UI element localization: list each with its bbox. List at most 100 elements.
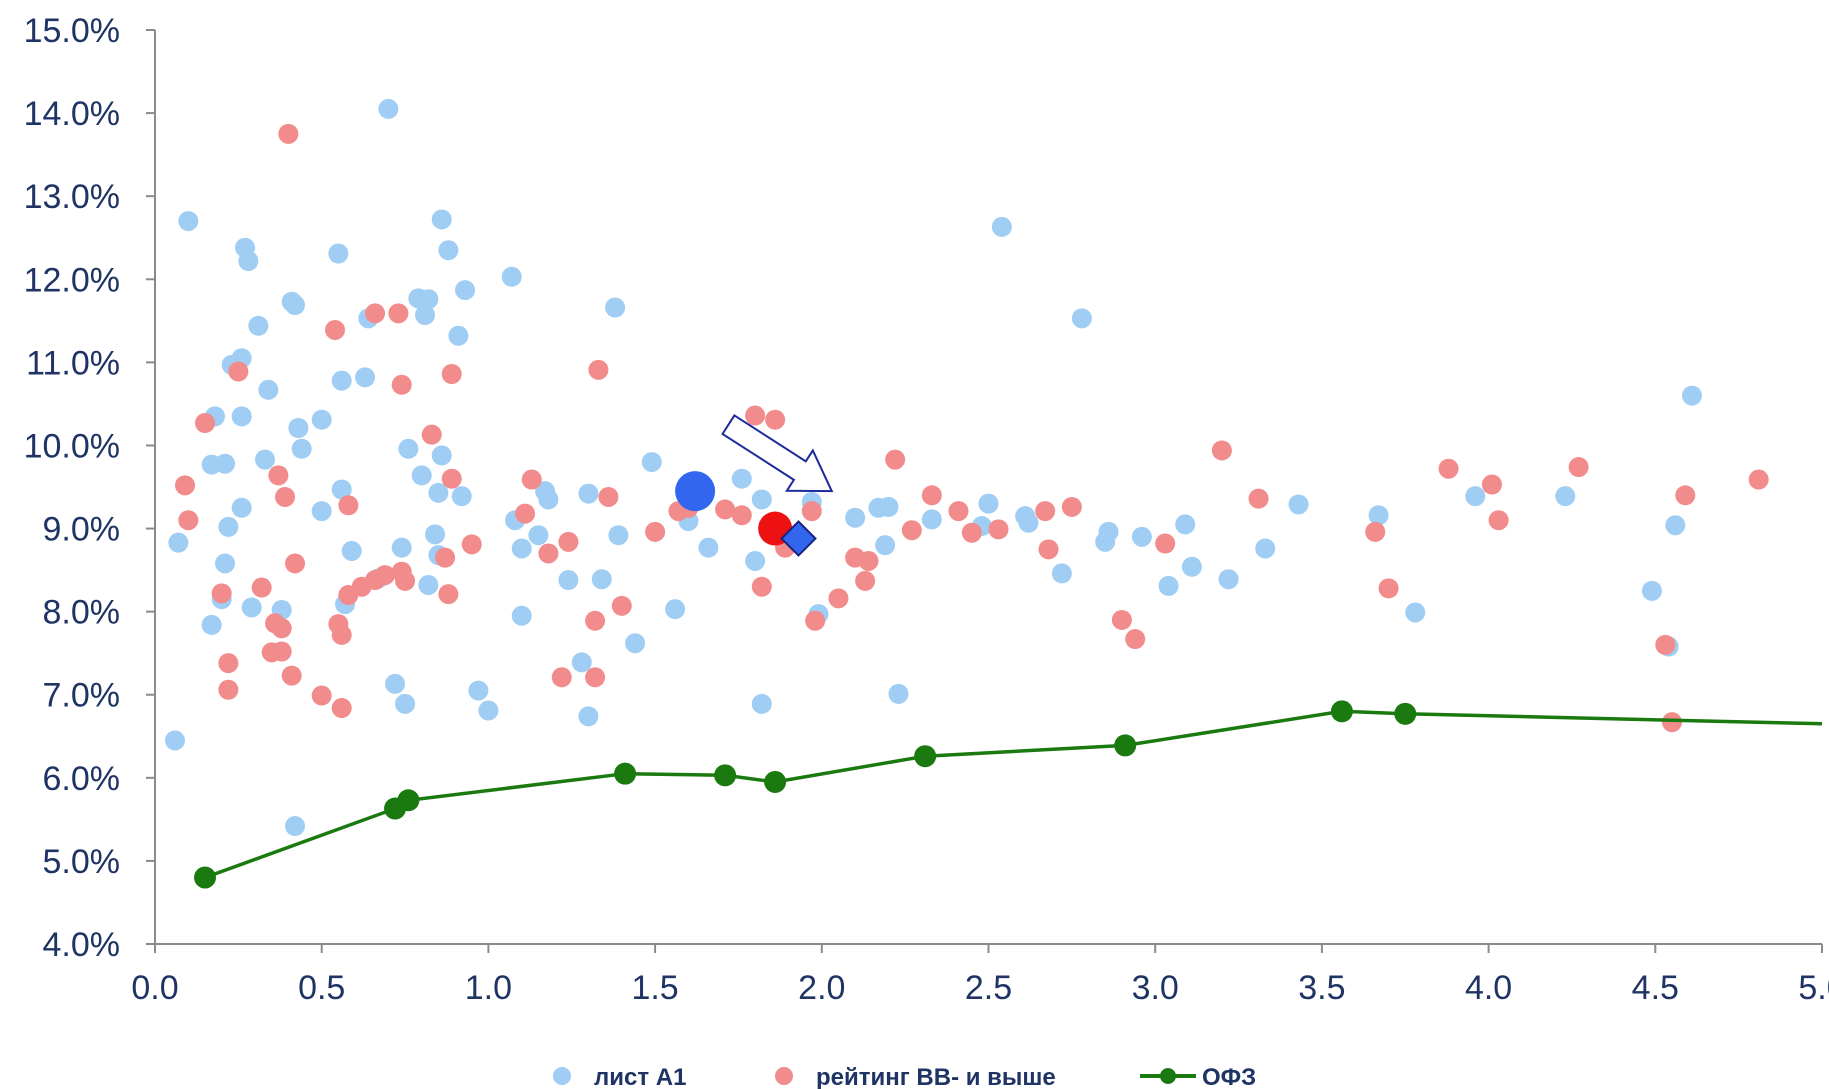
point-rating-bb — [325, 319, 346, 340]
point-list-a1 — [608, 525, 629, 546]
point-list-a1 — [875, 535, 896, 556]
point-rating-bb — [1125, 629, 1146, 650]
point-list-a1 — [625, 633, 646, 654]
point-list-a1 — [538, 489, 559, 510]
point-rating-bb — [885, 449, 906, 470]
point-list-a1 — [731, 468, 752, 489]
point-list-a1 — [478, 700, 499, 721]
arrow-annotation — [721, 414, 834, 493]
point-ofz — [764, 770, 787, 793]
point-list-a1 — [511, 605, 532, 626]
point-list-a1 — [418, 575, 439, 596]
point-list-a1 — [378, 98, 399, 119]
point-rating-bb — [1378, 578, 1399, 599]
point-list-a1 — [921, 509, 942, 530]
point-rating-bb — [388, 303, 409, 324]
point-list-a1 — [1368, 505, 1389, 526]
point-list-a1 — [391, 537, 412, 558]
point-list-a1 — [528, 525, 549, 546]
point-rating-bb — [731, 505, 752, 526]
point-list-a1 — [641, 452, 662, 473]
point-list-a1 — [1018, 512, 1039, 533]
point-list-a1 — [605, 297, 626, 318]
point-list-a1 — [218, 516, 239, 537]
point-rating-bb — [395, 570, 416, 591]
legend-marker-ofz — [1160, 1068, 1176, 1084]
point-rating-bb — [538, 543, 559, 564]
x-tick-label: 1.5 — [631, 969, 678, 1007]
point-ofz — [1394, 702, 1417, 725]
point-list-a1 — [431, 209, 452, 230]
point-rating-bb — [175, 475, 196, 496]
point-list-a1 — [201, 614, 222, 635]
point-rating-bb — [1488, 510, 1509, 531]
point-list-a1 — [1218, 569, 1239, 590]
point-list-a1 — [215, 453, 236, 474]
point-list-a1 — [751, 489, 772, 510]
point-rating-bb — [855, 570, 876, 591]
point-list-a1 — [1071, 308, 1092, 329]
point-list-a1 — [745, 550, 766, 571]
point-rating-bb — [765, 409, 786, 430]
point-list-a1 — [395, 693, 416, 714]
y-tick-label: 14.0% — [24, 95, 120, 133]
point-ofz — [714, 764, 737, 787]
point-rating-bb — [1655, 634, 1676, 655]
x-tick-label: 3.0 — [1132, 969, 1179, 1007]
point-rating-bb — [805, 610, 826, 631]
point-rating-bb — [1568, 457, 1589, 478]
series-list-a1 — [165, 98, 1702, 837]
x-tick-label: 2.0 — [798, 969, 845, 1007]
point-list-a1 — [1175, 514, 1196, 535]
point-rating-bb — [251, 577, 272, 598]
point-ofz — [397, 789, 420, 812]
point-rating-bb — [598, 486, 619, 507]
arrow-shape — [721, 414, 834, 493]
point-list-a1 — [255, 449, 276, 470]
point-rating-bb — [338, 495, 359, 516]
point-list-a1 — [431, 445, 452, 466]
y-tick-label: 6.0% — [43, 760, 121, 798]
point-list-a1 — [385, 673, 406, 694]
point-rating-bb — [901, 520, 922, 541]
legend: лист А1 рейтинг ВВ- и выше ОФЗ — [553, 1064, 1256, 1089]
point-rating-bb — [271, 618, 292, 639]
point-list-a1 — [751, 693, 772, 714]
point-list-a1 — [1098, 521, 1119, 542]
point-list-a1 — [878, 496, 899, 517]
point-list-a1 — [578, 483, 599, 504]
x-tick-label: 3.5 — [1298, 969, 1345, 1007]
point-list-a1 — [455, 280, 476, 301]
point-list-a1 — [978, 493, 999, 514]
highlight-circle — [675, 471, 716, 512]
x-tick-label: 4.5 — [1632, 969, 1679, 1007]
point-rating-bb — [645, 521, 666, 542]
point-list-a1 — [1405, 602, 1426, 623]
point-list-a1 — [178, 211, 199, 232]
point-list-a1 — [248, 315, 269, 336]
y-tick-label: 11.0% — [26, 344, 120, 382]
legend-label-list-a1: лист А1 — [594, 1064, 686, 1089]
x-tick-label: 5.0 — [1798, 969, 1829, 1007]
point-rating-bb — [268, 465, 289, 486]
point-list-a1 — [501, 266, 522, 287]
point-rating-bb — [921, 485, 942, 506]
point-list-a1 — [665, 599, 686, 620]
point-list-a1 — [1051, 563, 1072, 584]
point-rating-bb — [988, 519, 1009, 540]
point-list-a1 — [845, 507, 866, 528]
point-list-a1 — [1681, 385, 1702, 406]
point-rating-bb — [331, 698, 352, 719]
point-rating-bb — [375, 565, 396, 586]
point-ofz — [1114, 734, 1137, 757]
point-rating-bb — [1438, 458, 1459, 479]
point-list-a1 — [698, 537, 719, 558]
point-rating-bb — [521, 469, 542, 490]
point-list-a1 — [311, 409, 332, 430]
point-rating-bb — [438, 584, 459, 605]
x-tick-label: 0.5 — [298, 969, 345, 1007]
point-rating-bb — [278, 123, 299, 144]
point-list-a1 — [1641, 580, 1662, 601]
point-list-a1 — [231, 497, 252, 518]
point-rating-bb — [611, 595, 632, 616]
